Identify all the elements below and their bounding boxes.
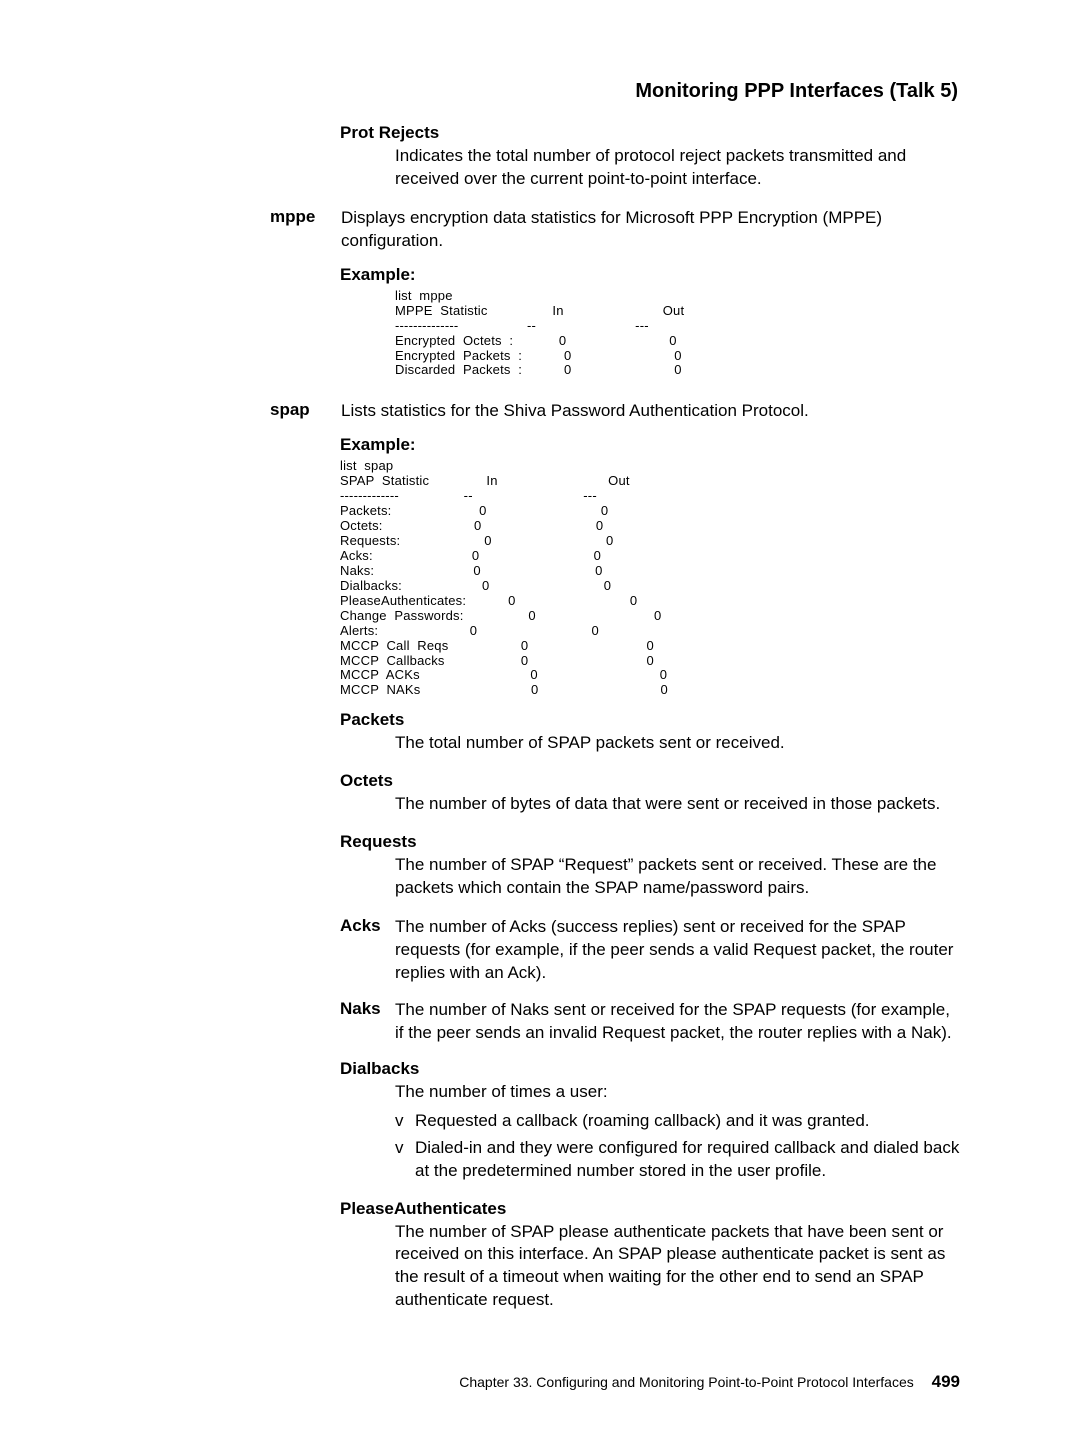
spap-example-label: Example:: [340, 435, 960, 455]
bullet-icon: v: [395, 1137, 415, 1183]
def-naks: Naks The number of Naks sent or received…: [340, 999, 960, 1045]
mppe-cmd-label: mppe: [270, 207, 341, 227]
mppe-example-listing: list mppe MPPE Statistic In Out --------…: [395, 289, 960, 379]
def-requests-label: Requests: [340, 832, 960, 852]
bullet-icon: v: [395, 1110, 415, 1133]
prot-rejects-label: Prot Rejects: [340, 123, 960, 143]
def-dialbacks: Dialbacks The number of times a user: vR…: [340, 1059, 960, 1183]
def-octets-desc: The number of bytes of data that were se…: [395, 793, 960, 816]
def-requests: Requests The number of SPAP “Request” pa…: [340, 832, 960, 900]
def-octets-label: Octets: [340, 771, 960, 791]
prot-rejects-block: Prot Rejects Indicates the total number …: [340, 123, 960, 191]
def-pleaseauth-label: PleaseAuthenticates: [340, 1199, 960, 1219]
dialbacks-bullet-2-text: Dialed-in and they were configured for r…: [415, 1137, 960, 1183]
spap-row: spap Lists statistics for the Shiva Pass…: [270, 400, 960, 423]
footer-page-number: 499: [932, 1372, 960, 1391]
mppe-row: mppe Displays encryption data statistics…: [270, 207, 960, 253]
prot-rejects-desc: Indicates the total number of protocol r…: [395, 145, 960, 191]
page-header-title: Monitoring PPP Interfaces (Talk 5): [130, 80, 960, 103]
dialbacks-bullet-1: vRequested a callback (roaming callback)…: [395, 1110, 960, 1133]
mppe-example-label: Example:: [340, 265, 960, 285]
def-octets: Octets The number of bytes of data that …: [340, 771, 960, 816]
def-dialbacks-desc: The number of times a user: vRequested a…: [395, 1081, 960, 1183]
def-packets: Packets The total number of SPAP packets…: [340, 710, 960, 755]
def-pleaseauth-desc: The number of SPAP please authenticate p…: [395, 1221, 960, 1313]
mppe-cmd-desc: Displays encryption data statistics for …: [341, 207, 960, 253]
def-dialbacks-lead: The number of times a user:: [395, 1082, 608, 1101]
def-acks-label: Acks: [340, 916, 395, 936]
dialbacks-bullet-1-text: Requested a callback (roaming callback) …: [415, 1110, 870, 1133]
footer-chapter: Chapter 33. Configuring and Monitoring P…: [459, 1374, 913, 1390]
page-footer: Chapter 33. Configuring and Monitoring P…: [130, 1372, 960, 1392]
def-packets-desc: The total number of SPAP packets sent or…: [395, 732, 960, 755]
def-acks-desc: The number of Acks (success replies) sen…: [395, 916, 960, 985]
def-acks: Acks The number of Acks (success replies…: [340, 916, 960, 985]
dialbacks-bullets: vRequested a callback (roaming callback)…: [395, 1110, 960, 1183]
def-naks-label: Naks: [340, 999, 395, 1019]
spap-cmd-desc: Lists statistics for the Shiva Password …: [341, 400, 960, 423]
def-naks-desc: The number of Naks sent or received for …: [395, 999, 960, 1045]
def-requests-desc: The number of SPAP “Request” packets sen…: [395, 854, 960, 900]
spap-example-listing: list spap SPAP Statistic In Out --------…: [340, 459, 960, 698]
def-pleaseauth: PleaseAuthenticates The number of SPAP p…: [340, 1199, 960, 1313]
def-dialbacks-label: Dialbacks: [340, 1059, 960, 1079]
dialbacks-bullet-2: vDialed-in and they were configured for …: [395, 1137, 960, 1183]
def-packets-label: Packets: [340, 710, 960, 730]
spap-cmd-label: spap: [270, 400, 341, 420]
